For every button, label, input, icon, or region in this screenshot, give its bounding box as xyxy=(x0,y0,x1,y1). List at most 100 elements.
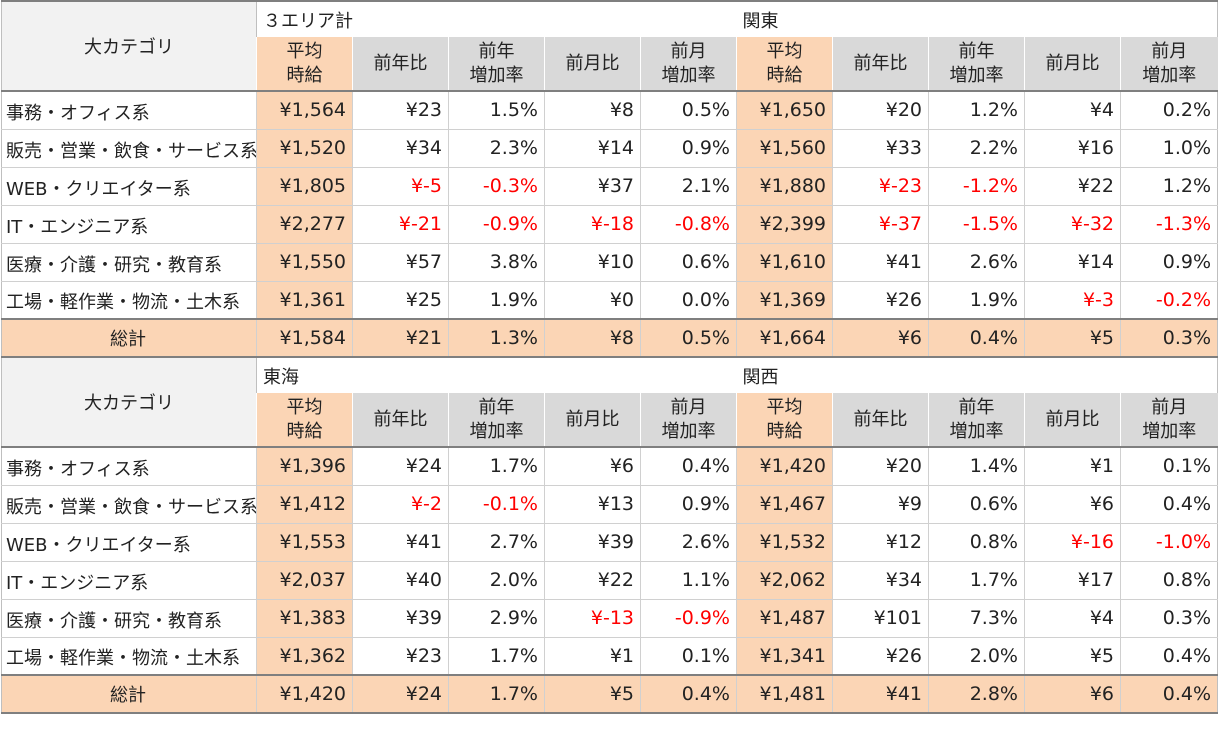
total-cell: 0.4% xyxy=(640,674,737,714)
total-cell: 0.5% xyxy=(640,318,737,358)
table-cell: ¥-23 xyxy=(832,167,929,206)
table-cell: ¥2,062 xyxy=(736,561,833,600)
table-row: 医療・介護・研究・教育系 ¥1,383 ¥39 2.9% ¥-13 -0.9% ¥1,487… xyxy=(1,599,1218,638)
table-cell: 2.0% xyxy=(448,561,545,600)
table-cell: 0.9% xyxy=(640,129,737,168)
table-cell: ¥41 xyxy=(832,243,929,282)
row-label: WEB・クリエイター系 xyxy=(1,523,257,562)
total-cell: 1.7% xyxy=(448,674,545,714)
table-row: IT・エンジニア系 ¥2,037 ¥40 2.0% ¥22 1.1% ¥2,062 ¥34 1.… xyxy=(1,561,1218,600)
table-cell: -1.2% xyxy=(928,167,1025,206)
table-cell: ¥1,383 xyxy=(256,599,353,638)
table-cell: 0.4% xyxy=(1119,485,1218,524)
table-cell: ¥-32 xyxy=(1024,205,1121,244)
table-cell: ¥1,550 xyxy=(256,243,353,282)
table-cell: 3.8% xyxy=(448,243,545,282)
row-label: 医療・介護・研究・教育系 xyxy=(1,599,257,638)
table-cell: ¥22 xyxy=(544,561,641,600)
table-row: 工場・軽作業・物流・土木系 ¥1,362 ¥23 1.7% ¥1 0.1% ¥1,341 ¥2… xyxy=(1,637,1218,676)
table-cell: 2.7% xyxy=(448,523,545,562)
table-row: 工場・軽作業・物流・土木系 ¥1,361 ¥25 1.9% ¥0 0.0% ¥1,369 ¥2… xyxy=(1,281,1218,320)
table-cell: 1.4% xyxy=(928,447,1025,486)
total-row: 総計 ¥1,584 ¥21 1.3% ¥8 0.5% ¥1,664 ¥6 0.4% ¥5 0.3% xyxy=(1,318,1218,358)
column-header: 前月比 xyxy=(544,393,641,448)
area-header-row: 大カテゴリ ３エリア計 関東 xyxy=(1,0,1218,92)
table-cell: ¥14 xyxy=(544,129,641,168)
table-cell: 2.1% xyxy=(640,167,737,206)
column-header: 前年比 xyxy=(352,37,449,92)
table-cell: 1.0% xyxy=(1119,129,1218,168)
total-cell: 0.3% xyxy=(1119,318,1218,358)
row-label: 事務・オフィス系 xyxy=(1,91,257,130)
table-cell: ¥23 xyxy=(352,91,449,130)
row-label: IT・エンジニア系 xyxy=(1,205,257,244)
column-header: 前月 増加率 xyxy=(640,393,737,448)
row-label: 工場・軽作業・物流・土木系 xyxy=(1,281,257,320)
table-cell: ¥16 xyxy=(1024,129,1121,168)
table-cell: ¥4 xyxy=(1024,599,1121,638)
table-cell: ¥39 xyxy=(352,599,449,638)
table-cell: -1.5% xyxy=(928,205,1025,244)
table-cell: -0.9% xyxy=(448,205,545,244)
table-cell: 0.3% xyxy=(1119,599,1218,638)
table-cell: ¥1,805 xyxy=(256,167,353,206)
table-cell: ¥1,361 xyxy=(256,281,353,320)
table-cell: ¥39 xyxy=(544,523,641,562)
table-cell: ¥1,610 xyxy=(736,243,833,282)
table-cell: -1.0% xyxy=(1119,523,1218,562)
table-cell: 1.9% xyxy=(928,281,1025,320)
category-header: 大カテゴリ xyxy=(1,0,257,92)
table-cell: ¥22 xyxy=(1024,167,1121,206)
row-label: 販売・営業・飲食・サービス系 xyxy=(1,485,257,524)
row-label: WEB・クリエイター系 xyxy=(1,167,257,206)
row-label: 医療・介護・研究・教育系 xyxy=(1,243,257,282)
table-cell: 0.4% xyxy=(640,447,737,486)
table-cell: -1.3% xyxy=(1119,205,1218,244)
table-row: 事務・オフィス系 ¥1,396 ¥24 1.7% ¥6 0.4% ¥1,420 ¥20 1.4%… xyxy=(1,447,1218,486)
table-cell: 2.3% xyxy=(448,129,545,168)
table-cell: ¥2,037 xyxy=(256,561,353,600)
table-cell: ¥1,362 xyxy=(256,637,353,676)
table-cell: ¥23 xyxy=(352,637,449,676)
total-label: 総計 xyxy=(1,674,257,714)
table-cell: 0.8% xyxy=(1119,561,1218,600)
column-header-row: 平均 時給 前年比 前年 増加率 前月比 前月 増加率 平均 時給 前年比 前年 増加率 前月比 前月 増加率 xyxy=(2,37,1218,92)
total-row: 総計 ¥1,420 ¥24 1.7% ¥5 0.4% ¥1,481 ¥41 2.8% ¥6 0.4% xyxy=(1,674,1218,714)
table-cell: 7.3% xyxy=(928,599,1025,638)
table-cell: ¥13 xyxy=(544,485,641,524)
table-cell: 2.9% xyxy=(448,599,545,638)
column-header: 前月比 xyxy=(544,37,641,92)
table-cell: ¥25 xyxy=(352,281,449,320)
table-cell: ¥6 xyxy=(1024,485,1121,524)
table-cell: ¥1,650 xyxy=(736,91,833,130)
wage-table: 大カテゴリ ３エリア計 関東 平均 時給 前年比 前年 増加率 前月比 前月 増加率 平均 時給 前年比前… xyxy=(1,0,1218,714)
table-cell: ¥33 xyxy=(832,129,929,168)
table-cell: 0.1% xyxy=(640,637,737,676)
table-cell: ¥1,412 xyxy=(256,485,353,524)
table-cell: 1.7% xyxy=(928,561,1025,600)
table-cell: ¥40 xyxy=(352,561,449,600)
table-cell: 0.1% xyxy=(1119,447,1218,486)
table-cell: 1.1% xyxy=(640,561,737,600)
column-header: 前年比 xyxy=(832,393,929,448)
column-header: 前年 増加率 xyxy=(448,393,545,448)
total-cell: 2.8% xyxy=(928,674,1025,714)
column-header: 前年比 xyxy=(352,393,449,448)
column-header: 前月 増加率 xyxy=(640,37,737,92)
total-cell: ¥5 xyxy=(1024,318,1121,358)
table-cell: ¥-13 xyxy=(544,599,641,638)
table-cell: 0.6% xyxy=(640,243,737,282)
row-label: 工場・軽作業・物流・土木系 xyxy=(1,637,257,676)
table-cell: ¥101 xyxy=(832,599,929,638)
area-name: 関東 xyxy=(736,0,1218,37)
table-cell: ¥5 xyxy=(1024,637,1121,676)
table-row: 医療・介護・研究・教育系 ¥1,550 ¥57 3.8% ¥10 0.6% ¥1,610 ¥4… xyxy=(1,243,1218,282)
table-cell: ¥20 xyxy=(832,447,929,486)
total-cell: ¥6 xyxy=(832,318,929,358)
table-cell: ¥4 xyxy=(1024,91,1121,130)
column-header: 平均 時給 xyxy=(736,37,833,92)
total-cell: ¥1,481 xyxy=(736,674,833,714)
table-cell: -0.8% xyxy=(640,205,737,244)
row-label: 販売・営業・飲食・サービス系 xyxy=(1,129,257,168)
